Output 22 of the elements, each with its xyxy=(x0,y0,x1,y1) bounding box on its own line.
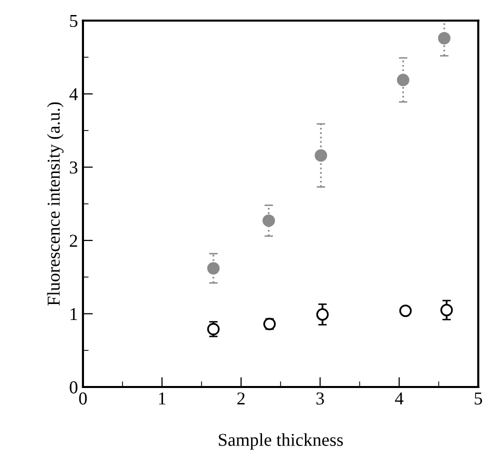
x-tick-label: 5 xyxy=(474,392,482,405)
y-tick-label: 5 xyxy=(70,15,78,28)
point xyxy=(207,262,220,275)
y-tick-label: 2 xyxy=(70,234,78,247)
point xyxy=(396,74,410,86)
x-tick-label: 1 xyxy=(159,392,166,404)
point xyxy=(440,304,453,316)
point xyxy=(314,149,328,162)
point xyxy=(316,308,329,321)
x-tick-label: 2 xyxy=(237,392,245,404)
y-tick-label: 0 xyxy=(70,381,78,394)
point xyxy=(399,304,412,318)
y-tick-label: 3 xyxy=(70,161,78,174)
point xyxy=(262,214,275,227)
y-tick-label: 1 xyxy=(70,308,78,320)
x-tick-label: 4 xyxy=(395,392,404,404)
x-axis-title: Sample thickness xyxy=(218,433,343,450)
x-tick-label: 3 xyxy=(316,392,324,405)
x-tick-label: 0 xyxy=(79,392,87,405)
y-axis-title: Fluorescence intensity (a.u.) xyxy=(47,102,64,306)
y-tick-label: 4 xyxy=(69,88,78,100)
point xyxy=(438,32,450,44)
